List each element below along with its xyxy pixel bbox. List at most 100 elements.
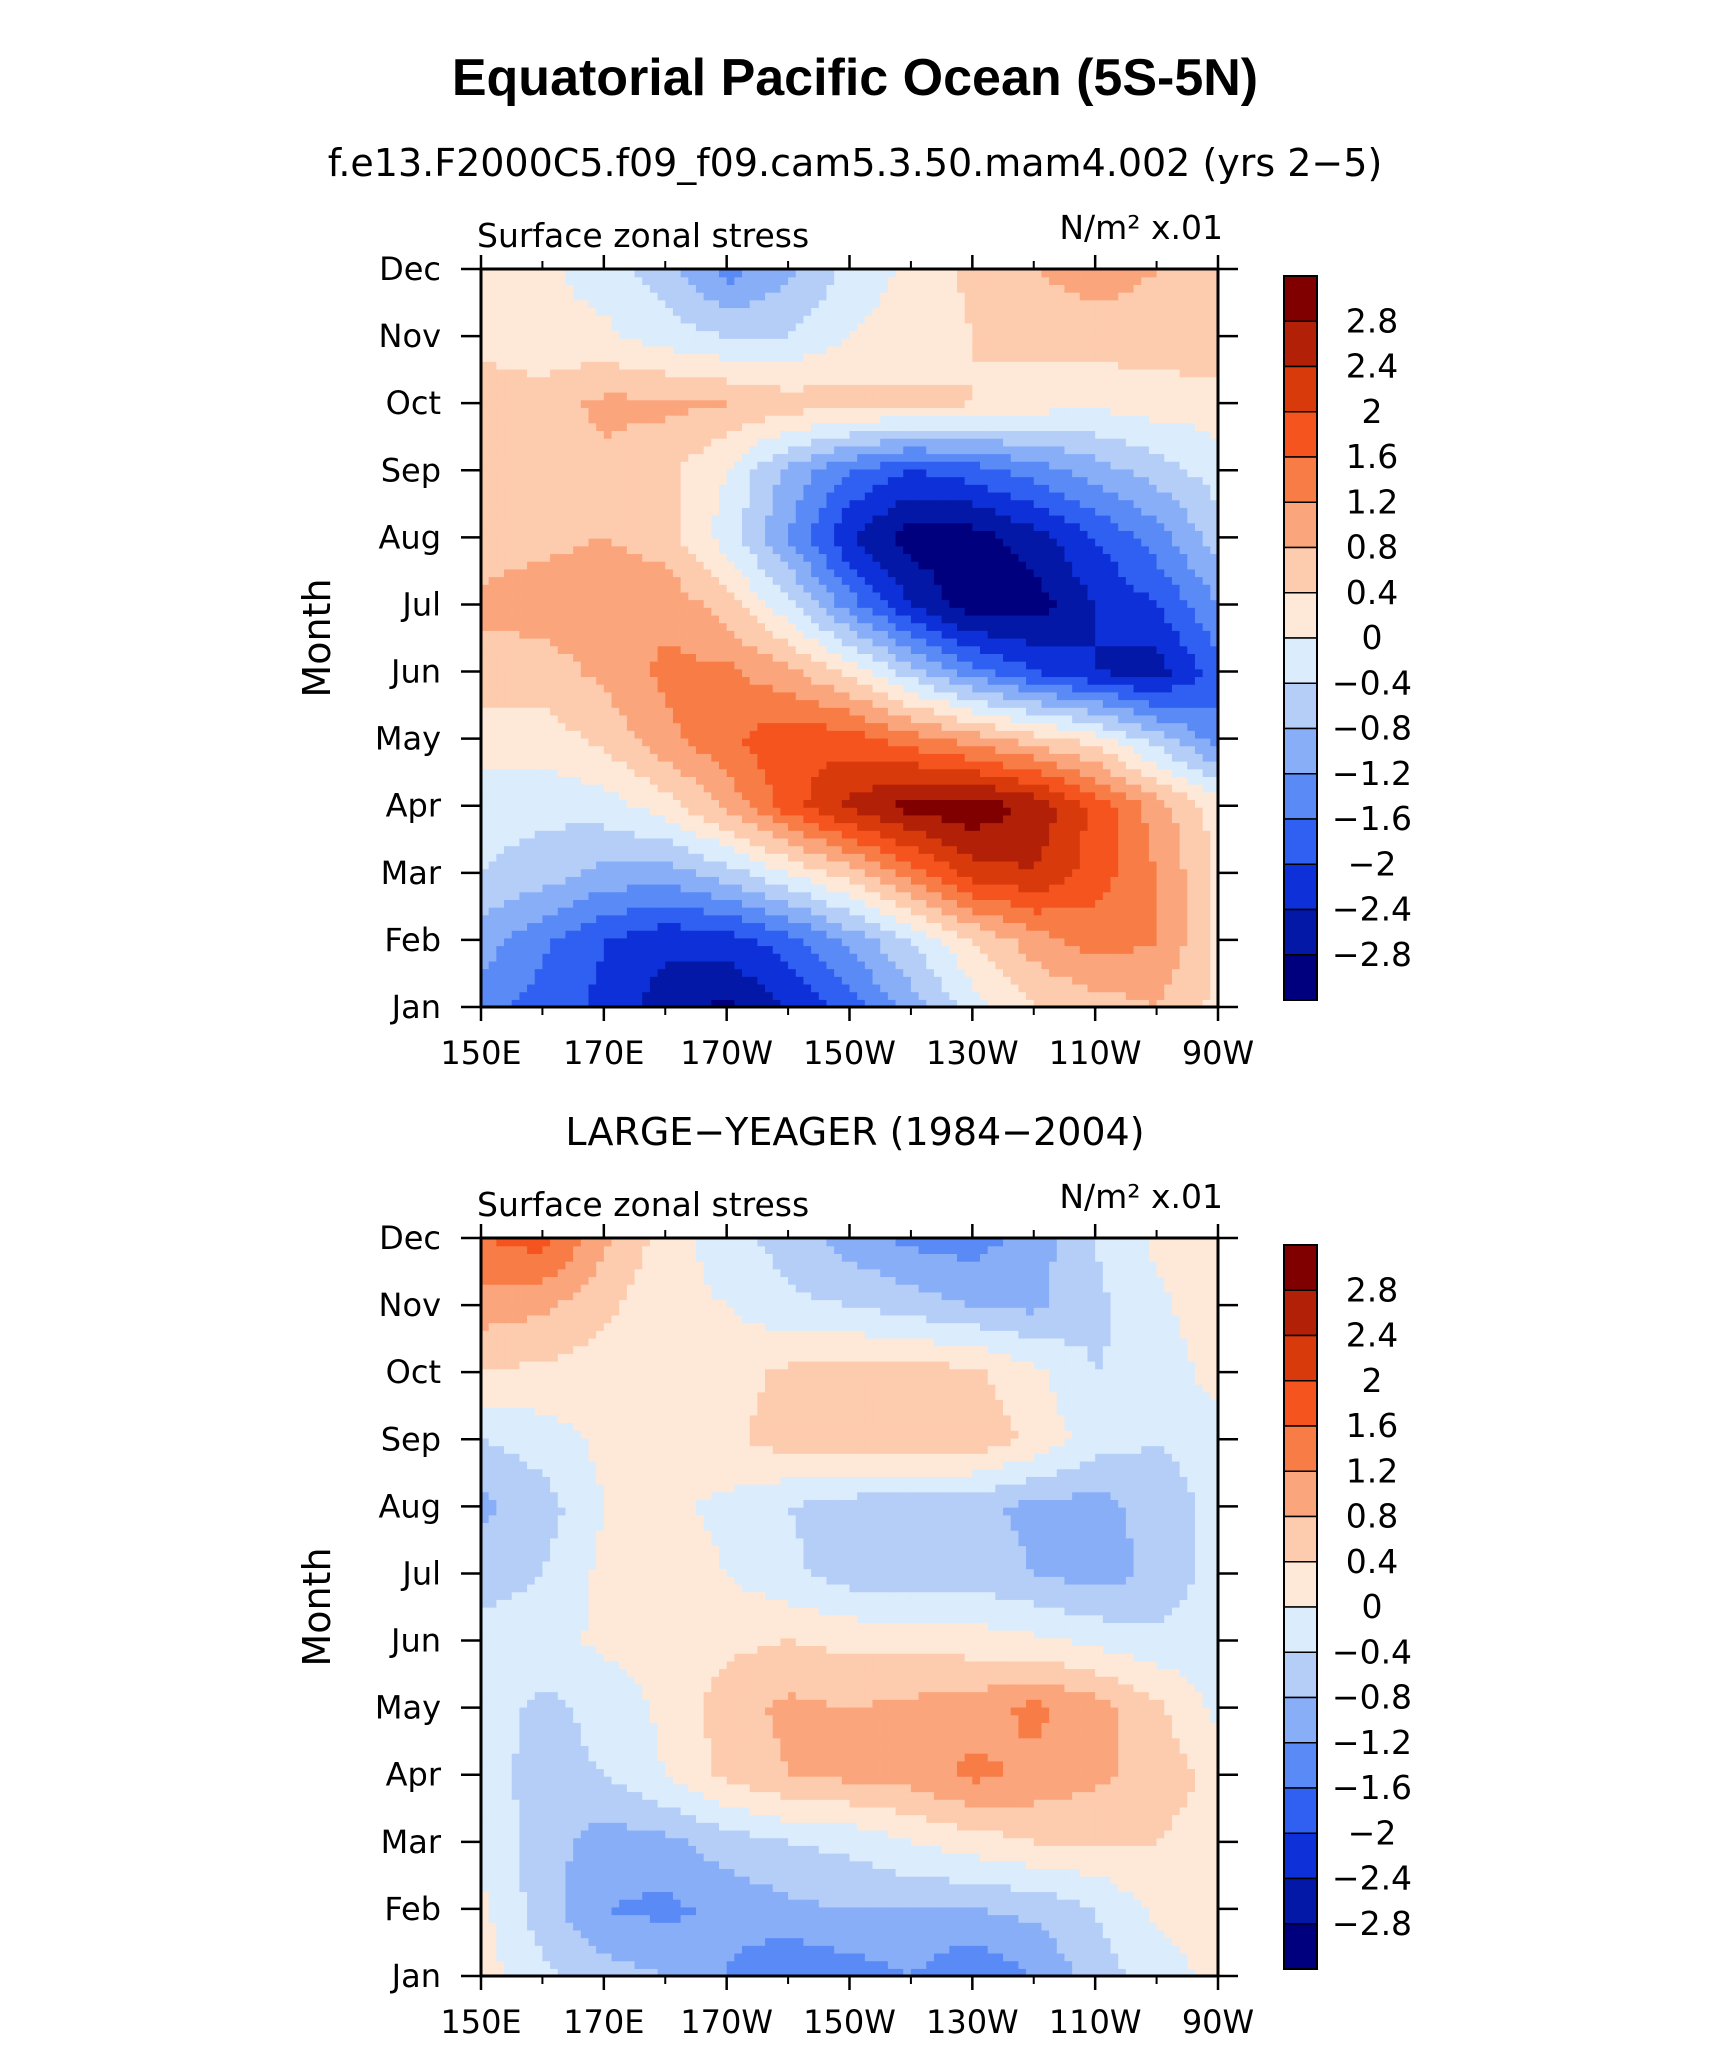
heatmap-cell: [941, 976, 950, 985]
heatmap-cell: [949, 953, 958, 962]
heatmap-cell: [772, 983, 782, 993]
heatmap-cell: [1179, 684, 1188, 693]
heatmap-cell: [1164, 653, 1173, 662]
heatmap-cell: [742, 991, 751, 1000]
heatmap-cell: [1072, 814, 1081, 824]
heatmap-cell: [1156, 653, 1165, 662]
heatmap-cell: [1164, 676, 1173, 685]
heatmap-cell: [949, 876, 958, 885]
heatmap-cell: [1041, 968, 1050, 977]
heatmap-cell: [1110, 684, 1119, 693]
heatmap-cell: [511, 799, 520, 808]
heatmap-cell: [1079, 768, 1089, 777]
heatmap-cell: [1056, 753, 1066, 762]
heatmap-cell: [580, 622, 590, 631]
heatmap-cell: [1210, 607, 1219, 616]
heatmap-cell: [718, 983, 728, 993]
heatmap-cell: [949, 976, 958, 985]
heatmap-cell: [603, 899, 613, 908]
heatmap-cell: [596, 730, 605, 739]
heatmap-cell: [1079, 653, 1089, 662]
heatmap-cell: [895, 614, 904, 624]
heatmap-cell: [1102, 960, 1112, 970]
heatmap-cell: [588, 691, 597, 701]
heatmap-cell: [780, 930, 789, 939]
heatmap-cell: [818, 968, 828, 977]
heatmap-cell: [550, 953, 559, 962]
heatmap-cell: [1056, 876, 1066, 885]
heatmap-cell: [718, 745, 728, 754]
heatmap-cell: [619, 991, 628, 1000]
heatmap-cell: [1187, 691, 1196, 701]
heatmap-cell: [1179, 953, 1188, 962]
heatmap-cell: [864, 676, 874, 685]
heatmap-cell: [611, 661, 620, 670]
heatmap-cell: [611, 999, 620, 1008]
heatmap-cell: [1095, 761, 1104, 770]
heatmap-cell: [573, 991, 582, 1000]
heatmap-cell: [964, 891, 973, 900]
heatmap-cell: [626, 761, 636, 770]
heatmap-cell: [910, 722, 920, 731]
heatmap-cell: [1110, 822, 1119, 831]
heatmap-cell: [1125, 845, 1135, 854]
heatmap-cell: [573, 638, 582, 647]
heatmap-cell: [1171, 830, 1181, 839]
heatmap-cell: [680, 761, 689, 770]
heatmap-cell: [849, 622, 858, 631]
heatmap-cell: [1041, 930, 1050, 939]
heatmap-cell: [933, 791, 943, 801]
heatmap-cell: [649, 791, 659, 801]
heatmap-cell: [742, 722, 751, 731]
heatmap-cell: [841, 722, 851, 731]
heatmap-cell: [880, 768, 889, 777]
heatmap-cell: [519, 714, 528, 724]
heatmap-cell: [1072, 645, 1081, 654]
heatmap-cell: [488, 745, 497, 754]
heatmap-cell: [496, 814, 505, 824]
heatmap-cell: [895, 837, 904, 847]
heatmap-cell: [1187, 968, 1196, 977]
heatmap-cell: [726, 830, 735, 839]
heatmap-cell: [703, 791, 712, 801]
heatmap-cell: [1041, 684, 1050, 693]
heatmap-cell: [1156, 761, 1165, 770]
heatmap-cell: [596, 945, 605, 954]
heatmap-cell: [1194, 714, 1204, 724]
heatmap-cell: [834, 699, 843, 708]
heatmap-cell: [726, 960, 735, 970]
heatmap-cell: [634, 814, 643, 824]
heatmap-cell: [903, 645, 912, 654]
heatmap-cell: [657, 722, 666, 731]
heatmap-cell: [626, 791, 636, 801]
heatmap-cell: [527, 960, 536, 970]
heatmap-cell: [757, 791, 766, 801]
heatmap-cell: [481, 937, 490, 947]
heatmap-cell: [1202, 937, 1211, 947]
heatmap-cell: [1041, 837, 1050, 847]
heatmap-cell: [1095, 661, 1104, 670]
heatmap-cell: [887, 876, 897, 885]
heatmap-cell: [534, 614, 544, 624]
heatmap-cell: [519, 737, 528, 747]
heatmap-cell: [903, 907, 912, 916]
heatmap-cell: [1133, 868, 1142, 877]
heatmap-cell: [611, 822, 620, 831]
heatmap-cell: [634, 899, 643, 908]
heatmap-cell: [987, 830, 996, 839]
heatmap-cell: [680, 684, 689, 693]
heatmap-cell: [926, 884, 935, 893]
heatmap-cell: [504, 761, 513, 770]
heatmap-cell: [826, 845, 835, 854]
heatmap-cell: [1033, 737, 1043, 747]
heatmap-cell: [496, 807, 505, 816]
heatmap-cell: [527, 937, 536, 947]
heatmap-cell: [1033, 914, 1043, 924]
heatmap-cell: [527, 745, 536, 754]
heatmap-cell: [672, 937, 682, 947]
heatmap-cell: [565, 745, 574, 754]
heatmap-cell: [542, 876, 551, 885]
heatmap-cell: [1033, 953, 1043, 962]
heatmap-cell: [680, 676, 689, 685]
heatmap-cell: [1087, 814, 1096, 824]
